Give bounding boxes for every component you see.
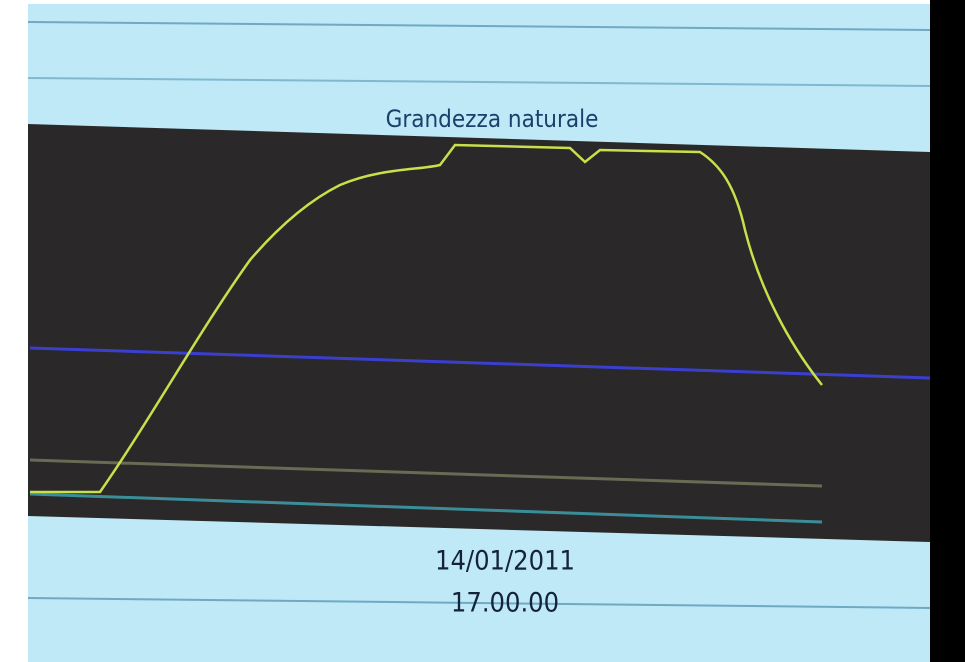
- screen: Grandezza naturale 14/01/2011 17.00.00: [0, 0, 965, 662]
- date-label: 14/01/2011: [435, 546, 575, 577]
- time-label: 17.00.00: [451, 588, 559, 619]
- chart-title: Grandezza naturale: [386, 105, 599, 133]
- plot-area: [28, 124, 930, 542]
- monitor-edge: [930, 0, 965, 662]
- monitor-display: Grandezza naturale 14/01/2011 17.00.00: [0, 0, 965, 662]
